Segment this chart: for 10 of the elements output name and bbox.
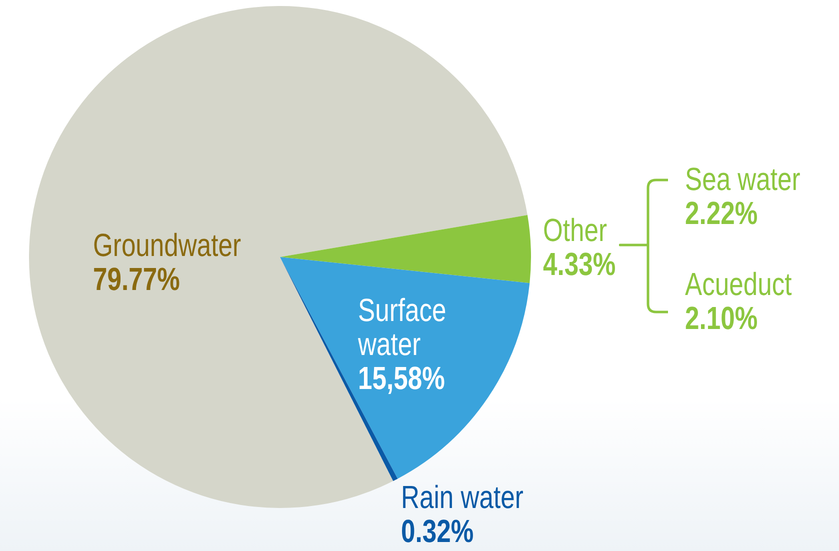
text: Acueduct 2.10%: [685, 266, 792, 336]
slice-label: Rain water: [401, 479, 524, 515]
data-label: 0.32%: [401, 513, 475, 549]
data-label: 4.33%: [543, 246, 616, 282]
slice-label: Groundwater: [93, 227, 241, 263]
slice-label: Other: [543, 212, 608, 248]
slice-label: Surface water: [358, 292, 448, 362]
text: Sea water 2.22%: [685, 161, 800, 231]
data-label: 15,58%: [358, 360, 446, 396]
data-label: 79.77%: [93, 261, 181, 297]
